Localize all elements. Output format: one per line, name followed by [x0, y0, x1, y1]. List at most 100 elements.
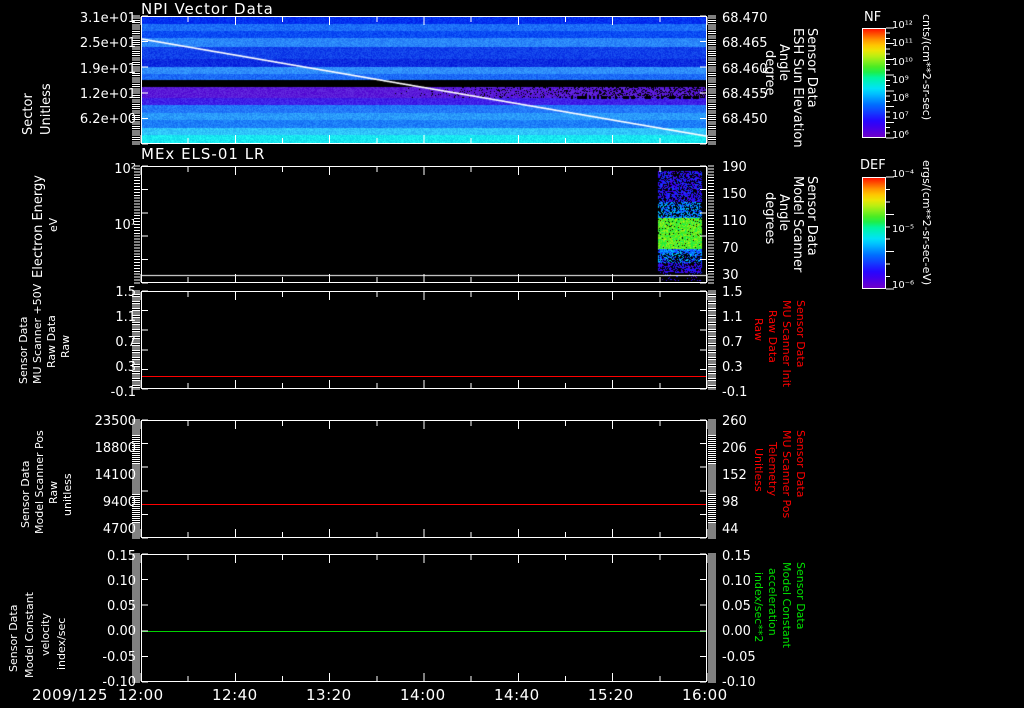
ytick-right-scannerpos-0: 260 [722, 414, 747, 429]
ylabel-mu50v-left-1: MU Scanner +50V [31, 283, 44, 384]
ylabel-velocity-right-3: index/sec**2 [752, 572, 765, 643]
spectrogram-npi [142, 17, 706, 143]
panel-title-npi: NPI Vector Data [141, 0, 274, 18]
xaxis-date: 2009/125 [32, 686, 108, 704]
ytick-mu50v-4: -0.1 [110, 385, 136, 400]
colorbar-nf-tick-0: 10¹² [892, 20, 913, 31]
ylabel-velocity-left-0: Sensor Data [7, 604, 20, 672]
ytick-scannerpos-2: 14100 [94, 468, 136, 483]
colorbar-nf-tick-4: 10⁸ [892, 93, 909, 104]
colorbar-nf-tick-3: 10⁹ [892, 75, 909, 86]
ytick-right-els-3: 70 [722, 241, 739, 256]
ytick-velocity-2: 0.05 [107, 599, 136, 614]
ylabel-scannerpos-left-3: unitless [61, 473, 74, 516]
panel-plot-mu50v [141, 291, 707, 389]
ytick-mu50v-1: 1.1 [115, 310, 136, 325]
colorbar-def-tick-2: 10⁻⁶ [892, 280, 915, 291]
xtick-2: 13:20 [306, 686, 352, 704]
ytick-right-els-4: 30 [722, 268, 739, 283]
ytick-right-npi-1: 68.465 [722, 36, 768, 51]
colorbar-nf[interactable] [862, 28, 886, 138]
ylabel-velocity-right-2: acceleration [766, 568, 779, 636]
ylabel-velocity-right-0: Sensor Data [794, 562, 807, 630]
ytick-right-mu50v-2: 0.7 [722, 335, 743, 350]
colorbar-nf-tick-2: 10¹⁰ [892, 57, 913, 68]
ytick-velocity-3: 0.00 [107, 624, 136, 639]
ylabel-scannerpos-right-1: MU Scanner Pos [780, 430, 793, 519]
ylabel-npi-right-2: Angle [776, 44, 791, 81]
colorbar-def-tick-1: 10⁻⁵ [892, 224, 915, 235]
ytick-mu50v-2: 0.7 [115, 335, 136, 350]
ytick-right-mu50v-4: -0.1 [722, 385, 748, 400]
ylabel-els-right-1: Model Scanner [790, 176, 805, 273]
ylabel-mu50v-left-2: Raw Data [45, 315, 58, 368]
ytick-els-1: 10¹ [114, 218, 136, 233]
ylabel-mu50v-left-3: Raw [59, 334, 72, 358]
ytick-velocity-1: 0.10 [107, 574, 136, 589]
ytick-right-scannerpos-4: 44 [722, 522, 739, 537]
ytick-right-mu50v-0: 1.5 [722, 285, 743, 300]
ytick-mu50v-3: 0.3 [115, 360, 136, 375]
ylabel-scannerpos-left-2: Raw [47, 480, 60, 504]
ytick-velocity-0: 0.15 [107, 549, 136, 564]
ytick-npi-4: 6.2e+00 [79, 112, 136, 127]
ytick-right-els-1: 150 [722, 187, 747, 202]
ylabel-mu50v-right-3: Raw [752, 318, 765, 342]
ytick-right-scannerpos-2: 152 [722, 468, 747, 483]
ytick-right-velocity-3: 0.00 [722, 624, 751, 639]
ylabel-els-left: Electron Energy [31, 175, 46, 278]
ylabel-scannerpos-left-1: Model Scanner Pos [33, 430, 46, 534]
colorbar-def[interactable] [862, 177, 886, 289]
ytick-right-scannerpos-1: 206 [722, 441, 747, 456]
trace-line-scannerpos [142, 504, 706, 505]
ylabel-els-right-2: Angle [776, 194, 791, 231]
ytick-right-scannerpos-3: 98 [722, 495, 739, 510]
ylabel-scannerpos-right-2: Telemetry [766, 442, 779, 497]
ylabel-scannerpos-left-0: Sensor Data [19, 460, 32, 528]
ylabel-els-left-units: eV [47, 217, 60, 232]
ylabel-velocity-left-2: velocity [39, 613, 52, 656]
colorbar-nf-tick-6: 10⁶ [892, 130, 909, 141]
xtick-4: 14:40 [494, 686, 540, 704]
ytick-right-velocity-1: 0.10 [722, 574, 751, 589]
ytick-right-velocity-2: 0.05 [722, 599, 751, 614]
ylabel-mu50v-right-1: MU Scanner Init [780, 300, 793, 388]
xtick-1: 12:40 [212, 686, 258, 704]
ytick-right-npi-4: 68.450 [722, 112, 768, 127]
ytick-right-npi-3: 68.455 [722, 87, 768, 102]
ytick-npi-3: 1.2e+01 [79, 87, 136, 102]
ytick-right-mu50v-3: 0.3 [722, 360, 743, 375]
ytick-scannerpos-1: 18800 [94, 441, 136, 456]
ylabel-velocity-right-1: Model Constant [780, 562, 793, 648]
ylabel-els-right-3: degrees [762, 192, 777, 245]
ylabel-mu50v-left-0: Sensor Data [17, 316, 30, 384]
ytick-right-npi-0: 68.470 [722, 11, 768, 26]
ylabel-npi-right-0: Sensor Data [804, 28, 819, 108]
ytick-scannerpos-0: 23500 [94, 414, 136, 429]
ylabel-npi-left: Sector [21, 93, 36, 135]
ytick-right-velocity-4: -0.05 [722, 650, 756, 665]
ytick-velocity-5: -0.10 [102, 675, 136, 690]
colorbar-def-units: ergs/(cm**2-sr-sec-eV) [920, 160, 933, 286]
ytick-right-mu50v-1: 1.1 [722, 310, 743, 325]
ylabel-mu50v-right-2: Raw Data [766, 310, 779, 363]
ylabel-velocity-left-3: index/sec [55, 617, 68, 670]
ytick-right-els-2: 110 [722, 214, 747, 229]
trace-line-velocity [142, 631, 706, 632]
ytick-scannerpos-4: 4700 [102, 522, 136, 537]
colorbar-nf-tick-1: 10¹¹ [892, 38, 913, 49]
ylabel-velocity-left-1: Model Constant [23, 592, 36, 678]
colorbar-nf-tick-5: 10⁷ [892, 111, 909, 122]
panel-plot-velocity [141, 554, 707, 682]
ytick-right-npi-2: 68.460 [722, 62, 768, 77]
panel-plot-scannerpos [141, 420, 707, 538]
ytick-scannerpos-3: 9400 [102, 495, 136, 510]
ytick-npi-1: 2.5e+01 [79, 36, 136, 51]
ytick-mu50v-0: 1.5 [115, 285, 136, 300]
xtick-3: 14:00 [400, 686, 446, 704]
panel-title-els: MEx ELS-01 LR [141, 145, 266, 163]
ylabel-npi-left-units: Unitless [39, 83, 54, 135]
ylabel-scannerpos-right-3: Unitless [752, 448, 765, 492]
xtick-0: 12:00 [118, 686, 164, 704]
